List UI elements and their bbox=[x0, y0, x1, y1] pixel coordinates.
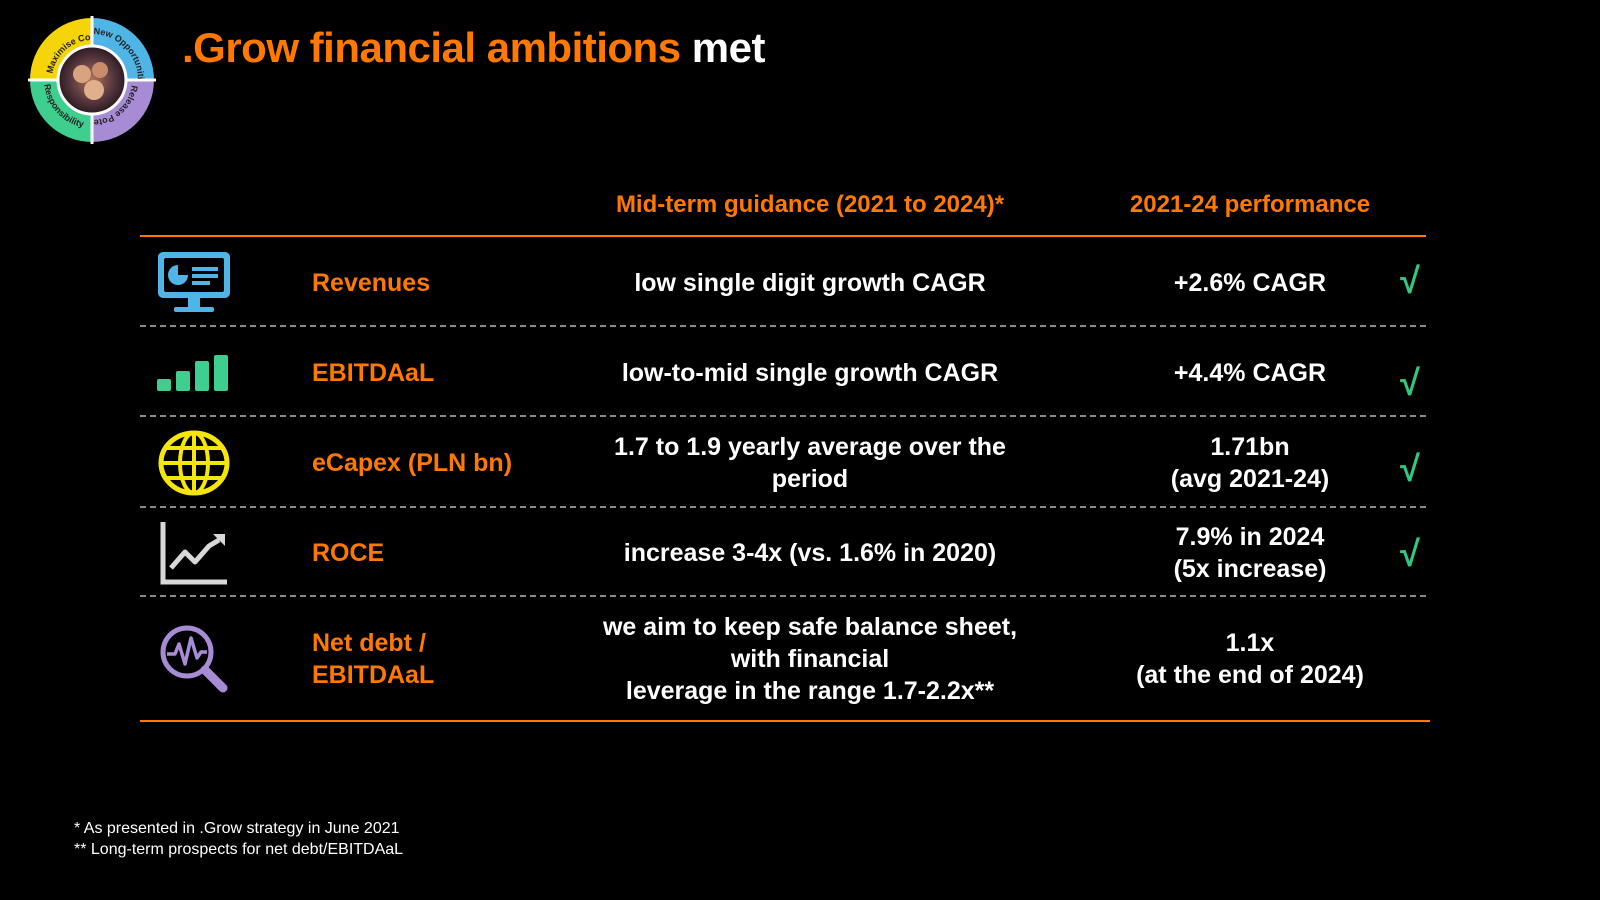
table-top-rule bbox=[140, 235, 1426, 237]
performance-line: 1.71bn bbox=[1210, 433, 1290, 461]
title-accent: .Grow financial ambitions bbox=[182, 24, 681, 71]
bar-chart-icon bbox=[152, 330, 236, 415]
metric-label: eCapex (PLN bn) bbox=[312, 449, 513, 477]
performance-value: 7.9% in 2024 (5x increase) bbox=[1105, 511, 1395, 595]
guidance-text: low-to-mid single growth CAGR bbox=[621, 358, 999, 387]
metric-line: EBITDAaL bbox=[312, 661, 435, 689]
magnifier-pulse-icon bbox=[152, 600, 236, 718]
footnote: * As presented in .Grow strategy in June… bbox=[74, 820, 400, 837]
header-guidance: Mid-term guidance (2021 to 2024)* bbox=[615, 191, 1005, 218]
header-performance: 2021-24 performance bbox=[1129, 191, 1371, 218]
guidance-line: with financial bbox=[730, 645, 890, 673]
guidance-text: 1.7 to 1.9 yearly average over the perio… bbox=[614, 433, 1006, 493]
table-bottom-rule bbox=[140, 720, 1430, 722]
performance-value: +2.6% CAGR bbox=[1173, 268, 1327, 297]
row-divider bbox=[140, 415, 1426, 417]
guidance-text: low single digit growth CAGR bbox=[634, 268, 986, 297]
guidance-text: increase 3-4x (vs. 1.6% in 2020) bbox=[623, 539, 997, 567]
performance-value: 1.71bn (avg 2021-24) bbox=[1105, 420, 1395, 506]
performance-line: 1.1x bbox=[1225, 629, 1275, 657]
row-divider bbox=[140, 595, 1426, 597]
table-row-ecapex: eCapex (PLN bn) 1.7 to 1.9 yearly averag… bbox=[140, 420, 1426, 506]
row-divider bbox=[140, 506, 1426, 508]
performance-line: (at the end of 2024) bbox=[1136, 661, 1364, 689]
checkmark-icon: √ bbox=[1400, 260, 1420, 301]
table-row-net-debt: Net debt / EBITDAaL we aim to keep safe … bbox=[140, 600, 1426, 718]
globe-icon bbox=[152, 420, 236, 506]
guidance-line: leverage in the range 1.7-2.2x** bbox=[625, 677, 995, 705]
footnote: ** Long-term prospects for net debt/EBIT… bbox=[74, 841, 404, 858]
metric-line: Net debt / bbox=[312, 629, 426, 657]
checkmark-icon: √ bbox=[1400, 448, 1420, 489]
performance-line: (avg 2021-24) bbox=[1170, 465, 1330, 493]
table-row-roce: ROCE increase 3-4x (vs. 1.6% in 2020) 7.… bbox=[140, 511, 1426, 595]
strategy-badge-logo: Maximise Core New Opportunities Release … bbox=[25, 8, 156, 144]
metric-label: EBITDAaL bbox=[312, 358, 435, 387]
performance-value: 1.1x (at the end of 2024) bbox=[1105, 600, 1395, 718]
table-row-revenues: Revenues low single digit growth CAGR +2… bbox=[140, 240, 1426, 325]
trend-chart-icon bbox=[152, 511, 236, 595]
performance-line: 7.9% in 2024 bbox=[1175, 523, 1325, 551]
page-title: .Grow financial ambitions met bbox=[182, 24, 765, 72]
checkmark-icon: √ bbox=[1400, 362, 1420, 403]
metric-label: ROCE bbox=[312, 539, 385, 567]
monitor-dashboard-icon bbox=[152, 240, 236, 325]
checkmark-icon: √ bbox=[1400, 533, 1420, 574]
performance-value: +4.4% CAGR bbox=[1173, 358, 1327, 387]
guidance-line: we aim to keep safe balance sheet, bbox=[602, 613, 1018, 641]
metric-label: Revenues bbox=[312, 268, 431, 297]
performance-line: (5x increase) bbox=[1173, 555, 1327, 583]
metric-label: Net debt / EBITDAaL bbox=[312, 600, 572, 718]
table-row-ebitdaal: EBITDAaL low-to-mid single growth CAGR +… bbox=[140, 330, 1426, 415]
title-plain: met bbox=[680, 24, 766, 71]
guidance-text: we aim to keep safe balance sheet, with … bbox=[570, 600, 1050, 718]
row-divider bbox=[140, 325, 1426, 327]
